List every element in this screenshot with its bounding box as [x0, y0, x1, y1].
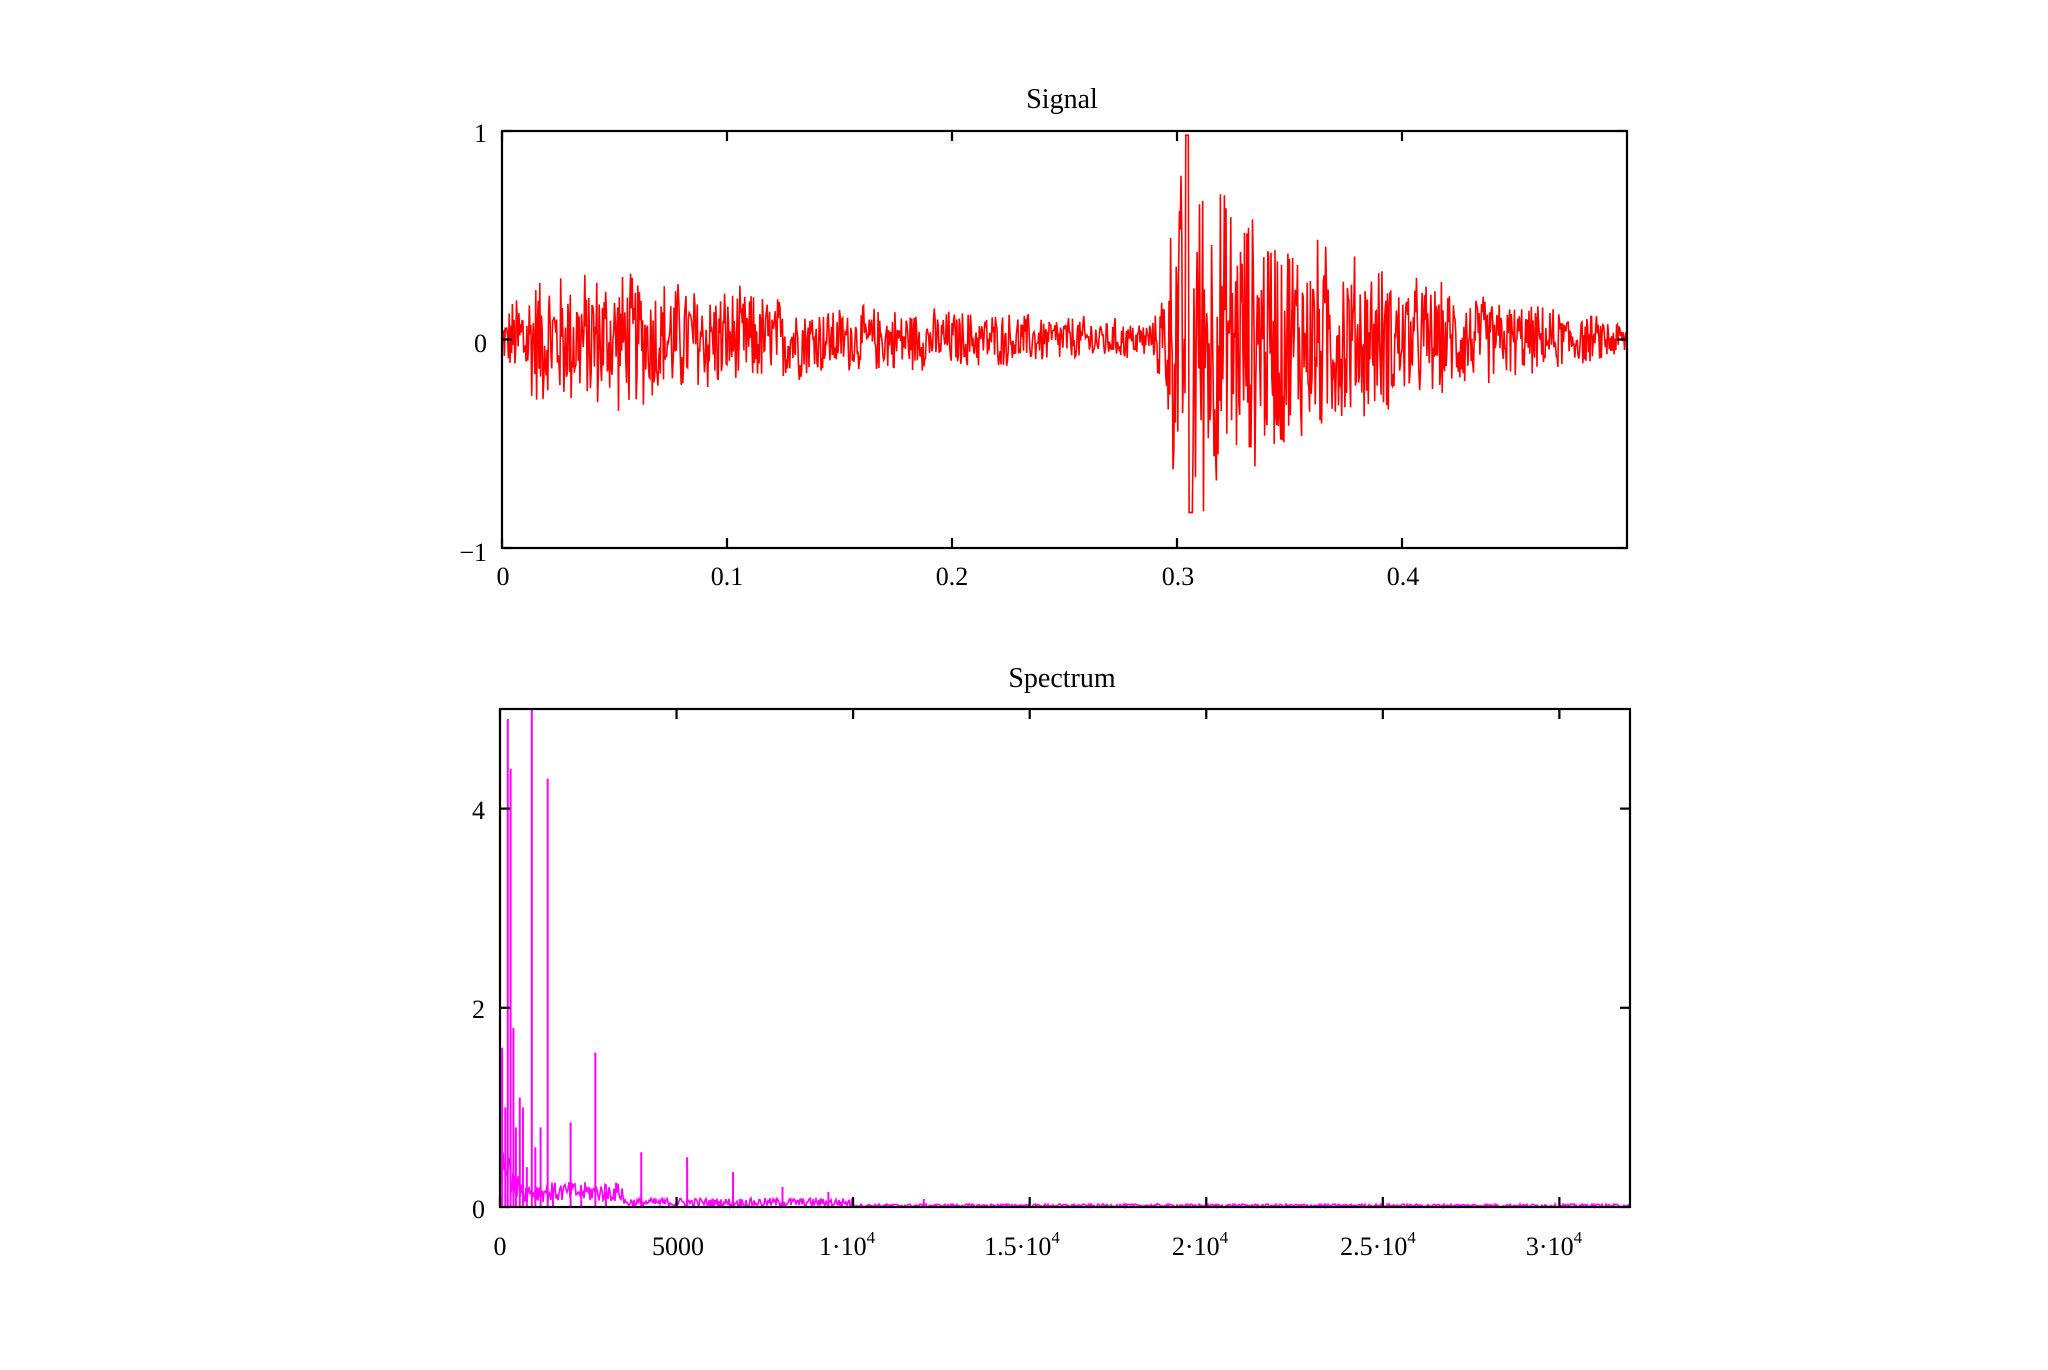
spectrum-title: Spectrum [1008, 663, 1116, 694]
signal-plot-line [501, 134, 1628, 514]
spectrum-plot-line [499, 709, 1631, 1210]
spectrum-ticks [498, 709, 1630, 1209]
tick-base: 2·10 [1172, 1232, 1220, 1261]
signal-y-tick: 0 [474, 329, 487, 358]
signal-x-tick: 0.1 [711, 562, 744, 591]
spectrum-x-tick: 1·104 [819, 1228, 876, 1261]
spectrum-chart: Spectrum 4 2 0 0 5000 1·104 1.5·104 2·10… [472, 663, 1632, 1261]
signal-y-tick: −1 [459, 538, 487, 567]
signal-series-line [501, 134, 1628, 514]
spectrum-frame [498, 707, 1632, 1209]
spectrum-x-tick: 3·104 [1526, 1228, 1583, 1261]
tick-exponent: 4 [1407, 1228, 1416, 1247]
signal-x-tick: 0.2 [936, 562, 969, 591]
signal-title: Signal [1026, 84, 1098, 115]
tick-base: 1.5·10 [984, 1232, 1051, 1261]
tick-base: 3·10 [1526, 1232, 1574, 1261]
spectrum-x-tick: 2.5·104 [1340, 1228, 1416, 1261]
tick-exponent: 4 [1220, 1228, 1229, 1247]
tick-exponent: 4 [1051, 1228, 1060, 1247]
spectrum-x-tick: 5000 [652, 1232, 704, 1261]
signal-x-tick: 0.3 [1162, 562, 1195, 591]
tick-exponent: 4 [867, 1228, 876, 1247]
spectrum-x-tick: 0 [494, 1232, 507, 1261]
spectrum-x-tick: 2·104 [1172, 1228, 1229, 1261]
spectrum-noise-floor [499, 1152, 1631, 1210]
signal-ticks [500, 129, 1627, 550]
signal-x-tick: 0.4 [1387, 562, 1420, 591]
signal-x-tick: 0 [497, 562, 510, 591]
tick-exponent: 4 [1574, 1228, 1583, 1247]
spectrum-y-tick: 4 [472, 796, 485, 825]
spectrum-y-tick: 0 [472, 1195, 485, 1224]
tick-base: 1·10 [819, 1232, 867, 1261]
spectrum-y-tick: 2 [472, 995, 485, 1024]
spectrum-x-tick: 1.5·104 [984, 1228, 1060, 1261]
signal-chart: Signal 1 0 −1 0 0.1 0.2 0.3 0.4 [459, 84, 1629, 591]
signal-y-tick: 1 [474, 119, 487, 148]
tick-base: 2.5·10 [1340, 1232, 1407, 1261]
